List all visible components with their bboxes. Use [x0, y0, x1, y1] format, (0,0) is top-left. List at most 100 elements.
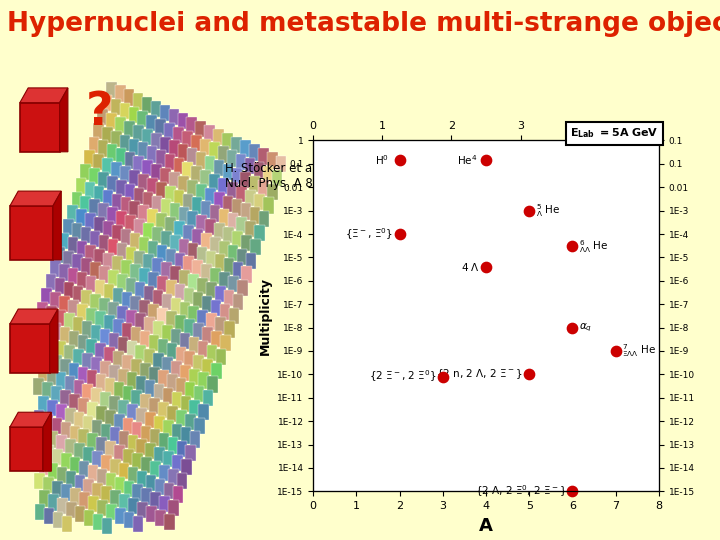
Bar: [158, 434, 169, 450]
Bar: [148, 303, 159, 320]
Bar: [149, 398, 160, 414]
Bar: [94, 186, 104, 202]
Bar: [91, 420, 102, 436]
Text: $^7_{\Xi\Lambda\Lambda}$ He: $^7_{\Xi\Lambda\Lambda}$ He: [622, 342, 656, 360]
Bar: [162, 357, 173, 373]
FancyBboxPatch shape: [10, 324, 50, 373]
Bar: [202, 296, 212, 312]
Polygon shape: [43, 412, 51, 471]
Bar: [140, 362, 150, 379]
Bar: [178, 176, 189, 192]
Bar: [222, 164, 233, 180]
Bar: [154, 447, 165, 463]
Bar: [145, 349, 155, 365]
Bar: [42, 414, 53, 430]
Bar: [174, 221, 185, 237]
Bar: [184, 288, 194, 304]
Bar: [176, 347, 186, 363]
Bar: [203, 390, 213, 406]
Bar: [169, 140, 179, 157]
Point: [437, 373, 449, 381]
Bar: [142, 129, 153, 145]
Bar: [136, 408, 147, 424]
Bar: [66, 471, 76, 487]
Bar: [193, 292, 203, 308]
Point: [610, 347, 621, 355]
Point: [523, 206, 535, 215]
Bar: [127, 341, 137, 357]
Bar: [61, 453, 71, 469]
Bar: [104, 253, 114, 269]
Bar: [86, 308, 96, 324]
Bar: [92, 483, 103, 499]
Bar: [184, 319, 194, 335]
Bar: [94, 154, 104, 171]
Text: ?: ?: [86, 90, 113, 135]
Bar: [236, 154, 246, 171]
Bar: [81, 290, 92, 306]
Bar: [185, 382, 195, 399]
Bar: [228, 245, 238, 261]
Bar: [141, 457, 152, 473]
Bar: [138, 111, 148, 127]
Bar: [81, 195, 91, 212]
Polygon shape: [50, 309, 58, 373]
Bar: [143, 254, 154, 271]
Bar: [39, 490, 50, 507]
Bar: [145, 443, 156, 460]
Bar: [135, 251, 145, 267]
Bar: [210, 174, 220, 190]
Bar: [35, 472, 45, 489]
X-axis label: A: A: [479, 517, 493, 535]
Point: [567, 323, 578, 332]
Bar: [88, 496, 99, 512]
Bar: [37, 333, 48, 349]
Bar: [96, 406, 107, 422]
Bar: [194, 386, 204, 402]
Bar: [140, 331, 150, 347]
Point: [523, 370, 535, 379]
Bar: [128, 498, 139, 515]
Bar: [131, 359, 142, 375]
Bar: [115, 85, 125, 102]
Bar: [124, 512, 135, 528]
Bar: [179, 270, 190, 286]
Bar: [96, 374, 107, 390]
Bar: [153, 353, 164, 369]
Bar: [140, 300, 150, 316]
Bar: [223, 259, 234, 275]
Bar: [101, 455, 112, 471]
Bar: [267, 184, 278, 200]
Bar: [206, 251, 216, 267]
Bar: [159, 496, 170, 512]
Bar: [139, 237, 149, 253]
Bar: [92, 451, 103, 467]
Bar: [166, 248, 176, 265]
Bar: [263, 198, 274, 214]
Bar: [183, 193, 194, 210]
Bar: [53, 512, 63, 528]
Bar: [194, 355, 204, 371]
Bar: [197, 215, 207, 232]
Polygon shape: [10, 191, 61, 206]
Bar: [52, 449, 63, 465]
Bar: [157, 276, 168, 292]
Bar: [140, 394, 151, 410]
Bar: [42, 351, 53, 367]
Bar: [153, 259, 163, 275]
Bar: [249, 144, 260, 160]
Bar: [63, 251, 74, 267]
Bar: [134, 219, 145, 235]
Bar: [192, 229, 203, 245]
Bar: [117, 274, 127, 291]
Bar: [108, 239, 118, 255]
Bar: [55, 278, 66, 294]
Bar: [174, 190, 184, 206]
Bar: [39, 459, 50, 475]
Bar: [95, 312, 106, 328]
Bar: [138, 205, 149, 221]
Bar: [188, 274, 199, 291]
Bar: [122, 292, 132, 308]
Bar: [141, 426, 151, 442]
Bar: [151, 164, 162, 180]
